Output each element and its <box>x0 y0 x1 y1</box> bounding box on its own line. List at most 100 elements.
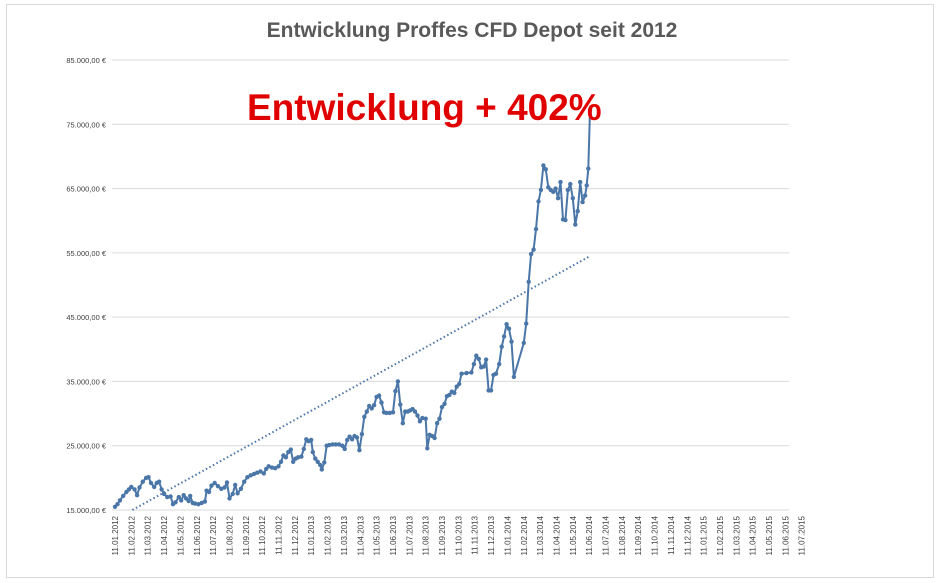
data-point <box>432 435 437 441</box>
data-point <box>230 491 235 497</box>
data-point <box>192 501 198 506</box>
data-point <box>278 459 284 464</box>
x-tick-label: 11.01.2015 <box>700 515 709 555</box>
data-point <box>483 357 489 362</box>
x-tick-label: 11.04.2013 <box>356 515 365 555</box>
data-point <box>159 487 164 492</box>
data-point <box>276 464 281 469</box>
chart-annotation: Entwicklung + 402% <box>247 87 602 128</box>
data-point <box>202 499 208 504</box>
data-point <box>242 479 247 484</box>
x-tick-label: 11.05.2014 <box>569 515 578 555</box>
data-point <box>536 199 541 204</box>
data-point <box>580 199 585 205</box>
data-point <box>362 414 367 419</box>
y-tick-label: 35.000,00 € <box>66 377 106 386</box>
y-tick-label: 45.000,00 € <box>66 313 106 322</box>
data-point <box>291 459 296 464</box>
data-point <box>584 183 589 188</box>
data-point <box>395 379 401 384</box>
data-point <box>587 107 593 113</box>
data-point <box>227 496 232 501</box>
data-point <box>295 455 301 460</box>
x-axis-ticks: 11.01.2012 11.02.2012 11.03.2012 11.04.2012… <box>111 515 807 555</box>
data-point <box>248 473 253 478</box>
data-point <box>188 493 193 499</box>
gridlines <box>112 59 789 511</box>
series-line <box>114 110 591 508</box>
data-point <box>464 370 469 376</box>
data-point <box>336 442 342 447</box>
data-point <box>412 409 418 414</box>
x-tick-label: 11.07.2014 <box>602 515 611 555</box>
data-point <box>152 484 157 490</box>
y-tick-label: 55.000,00 € <box>66 249 106 258</box>
data-point <box>575 208 580 214</box>
data-point <box>533 226 539 232</box>
x-tick-label: 11.11.2013 <box>471 515 480 554</box>
data-point <box>319 467 324 472</box>
data-point <box>206 489 212 495</box>
data-point <box>452 390 457 396</box>
chart-title: Entwicklung Proffes CFD Depot seit 2012 <box>267 19 678 42</box>
data-point <box>398 402 403 407</box>
x-tick-label: 11.11.2012 <box>275 515 284 554</box>
x-tick-label: 11.03.2015 <box>732 515 741 555</box>
data-point <box>309 437 314 443</box>
x-tick-label: 11.07.2012 <box>209 515 218 555</box>
data-point <box>553 186 558 191</box>
data-point <box>497 361 502 367</box>
data-point <box>563 217 568 223</box>
x-tick-label: 11.06.2014 <box>585 515 594 555</box>
data-point <box>521 340 526 346</box>
data-point <box>423 416 428 421</box>
data-point <box>310 449 315 455</box>
data-point <box>345 437 350 443</box>
data-point <box>354 435 360 440</box>
data-point <box>447 392 452 398</box>
data-point <box>146 475 151 480</box>
data-point <box>186 498 191 504</box>
data-point <box>573 222 578 227</box>
x-tick-label: 11.03.2013 <box>340 515 349 555</box>
data-point <box>437 416 442 421</box>
data-point <box>420 415 425 421</box>
data-points <box>112 107 593 509</box>
data-point <box>488 388 494 393</box>
data-point <box>578 179 583 185</box>
data-point <box>299 454 304 459</box>
data-point <box>222 485 227 490</box>
x-tick-label: 11.10.2013 <box>454 515 463 555</box>
data-point <box>509 339 514 344</box>
data-point <box>212 480 217 486</box>
data-point <box>511 374 517 380</box>
data-point <box>156 479 162 484</box>
data-point <box>538 187 544 193</box>
data-point <box>179 498 184 503</box>
x-tick-label: 11.04.2012 <box>160 515 169 555</box>
data-point <box>558 179 563 185</box>
data-point <box>233 482 238 488</box>
x-tick-label: 11.12.2013 <box>487 515 496 555</box>
data-point <box>129 484 134 490</box>
data-point <box>161 491 167 497</box>
data-point <box>582 193 588 198</box>
data-point <box>238 486 244 491</box>
x-tick-label: 11.06.2012 <box>193 515 202 555</box>
data-point <box>459 371 464 376</box>
x-tick-label: 11.07.2015 <box>798 515 807 555</box>
data-point <box>196 502 201 507</box>
x-tick-label: 11.08.2012 <box>225 515 234 555</box>
data-point <box>469 370 474 375</box>
data-point <box>209 483 214 488</box>
data-point <box>137 485 142 490</box>
data-point <box>327 442 332 448</box>
data-point <box>359 431 365 437</box>
data-point <box>551 189 556 194</box>
x-tick-label: 11.07.2013 <box>405 515 414 555</box>
y-tick-label: 75.000,00 € <box>66 120 106 129</box>
y-tick-label: 85.000,00 € <box>66 56 106 65</box>
x-tick-label: 11.12.2014 <box>683 515 692 555</box>
data-point <box>506 326 512 331</box>
data-point <box>273 466 278 471</box>
